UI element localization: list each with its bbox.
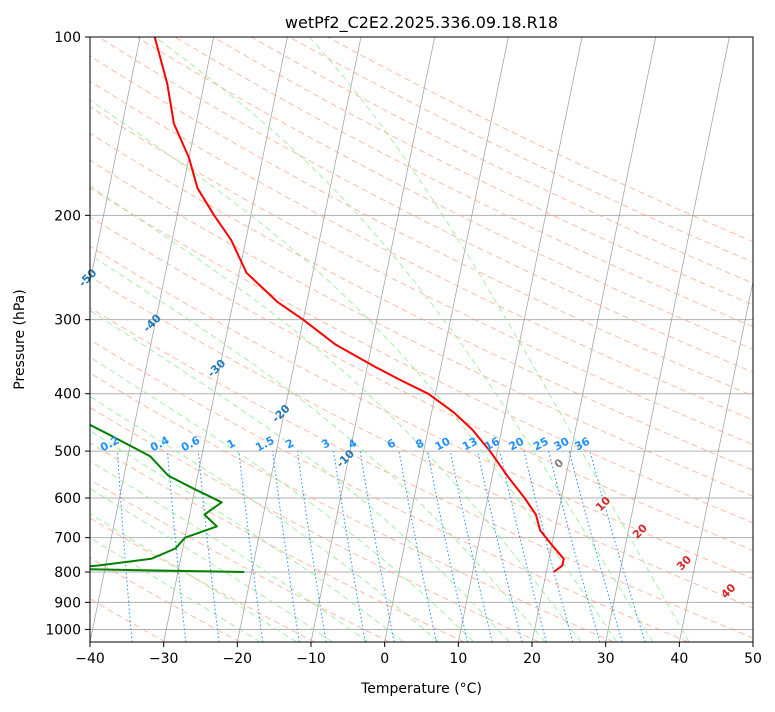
y-tick-label: 700: [54, 531, 81, 547]
y-tick-label: 200: [54, 208, 81, 224]
y-tick-label: 1000: [45, 622, 81, 638]
x-tick-label: −20: [223, 651, 253, 667]
y-tick-label: 900: [54, 595, 81, 611]
x-tick-label: 10: [449, 651, 467, 667]
x-tick-label: −40: [75, 651, 105, 667]
x-tick-label: −30: [149, 651, 179, 667]
y-tick-label: 400: [54, 387, 81, 403]
x-tick-label: −10: [296, 651, 326, 667]
x-tick-label: 30: [597, 651, 615, 667]
y-tick-label: 100: [54, 30, 81, 46]
y-tick-label: 600: [54, 491, 81, 507]
y-axis-label: Pressure (hPa): [12, 289, 28, 389]
x-tick-label: 50: [744, 651, 762, 667]
x-tick-label: 40: [670, 651, 688, 667]
y-tick-label: 300: [54, 313, 81, 329]
x-tick-label: 20: [523, 651, 541, 667]
y-tick-label: 500: [54, 444, 81, 460]
x-axis-label: Temperature (°C): [360, 681, 482, 697]
x-tick-label: 0: [380, 651, 389, 667]
chart-title: wetPf2_C2E2.2025.336.09.18.R18: [285, 13, 558, 33]
y-tick-label: 800: [54, 565, 81, 581]
